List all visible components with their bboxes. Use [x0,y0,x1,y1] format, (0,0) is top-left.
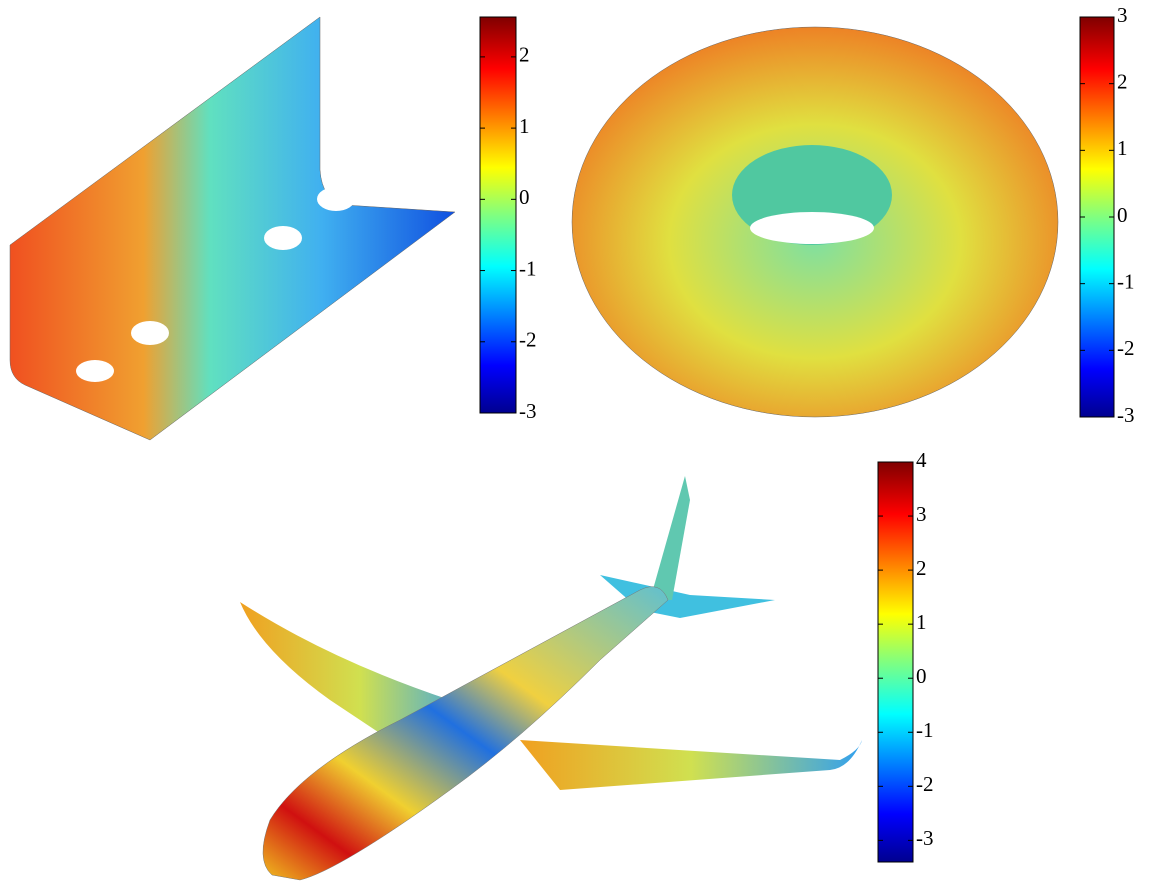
tick-label: 1 [519,114,530,138]
tick-label: 2 [916,556,927,580]
tick-label: 0 [916,664,927,688]
colorbar [1079,16,1115,418]
tick-label: -2 [519,328,537,352]
tick-label: 3 [916,502,927,526]
tick-label: 0 [519,185,530,209]
torus-mesh [571,26,1059,418]
tick-label: -1 [916,718,934,742]
tick-label: 2 [519,43,530,67]
colorbar [877,461,914,863]
tick-label: -3 [916,826,934,850]
tick-label: -2 [1117,336,1135,360]
airplane-mesh [240,476,862,881]
bracket-mesh [9,16,456,441]
tick-label: 1 [916,610,927,634]
tick-label: -1 [1117,269,1135,293]
tick-label: 4 [916,448,927,472]
tick-label: -3 [519,399,537,423]
tick-label: -1 [519,256,537,280]
tick-label: 1 [1117,136,1128,160]
tick-label: 0 [1117,203,1128,227]
tick-label: 2 [1117,69,1128,93]
tick-label: -3 [1117,403,1135,427]
tick-label: 3 [1117,3,1128,27]
colorbar [479,16,517,414]
tick-label: -2 [916,772,934,796]
